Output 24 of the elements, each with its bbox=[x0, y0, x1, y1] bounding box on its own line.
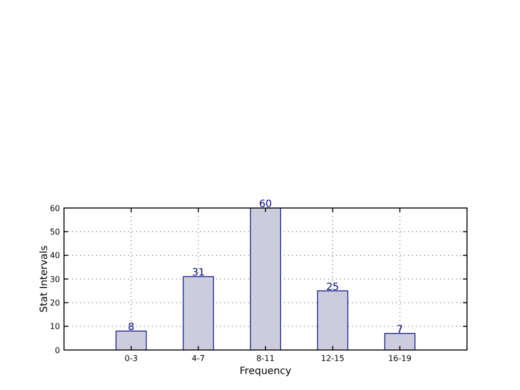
data-label: 7 bbox=[396, 324, 404, 336]
x-tick-label: 12-15 bbox=[321, 354, 344, 363]
y-tick-label: 40 bbox=[50, 251, 60, 260]
x-tick-label: 16-19 bbox=[388, 354, 412, 363]
y-tick-label: 60 bbox=[50, 204, 60, 213]
data-label: 31 bbox=[192, 268, 205, 279]
y-tick-label: 0 bbox=[54, 346, 60, 355]
data-label: 25 bbox=[326, 282, 340, 293]
y-tick-label: 20 bbox=[50, 298, 60, 308]
bar bbox=[317, 290, 348, 350]
x-tick-label: 4-7 bbox=[192, 354, 205, 363]
x-tick-label: 8-11 bbox=[256, 354, 275, 363]
bar bbox=[116, 330, 147, 350]
y-axis-title: Stat Intervals bbox=[39, 245, 50, 313]
x-tick-label: 0-3 bbox=[124, 354, 138, 363]
x-axis-title: Frequency bbox=[240, 366, 292, 377]
bar bbox=[182, 276, 214, 350]
y-tick-label: 10 bbox=[50, 322, 60, 332]
data-label: 60 bbox=[259, 199, 272, 210]
y-tick-label: 30 bbox=[50, 274, 60, 284]
bar bbox=[384, 333, 416, 350]
y-tick-label: 50 bbox=[50, 227, 60, 236]
data-label: 8 bbox=[128, 322, 134, 334]
bar bbox=[250, 208, 282, 350]
